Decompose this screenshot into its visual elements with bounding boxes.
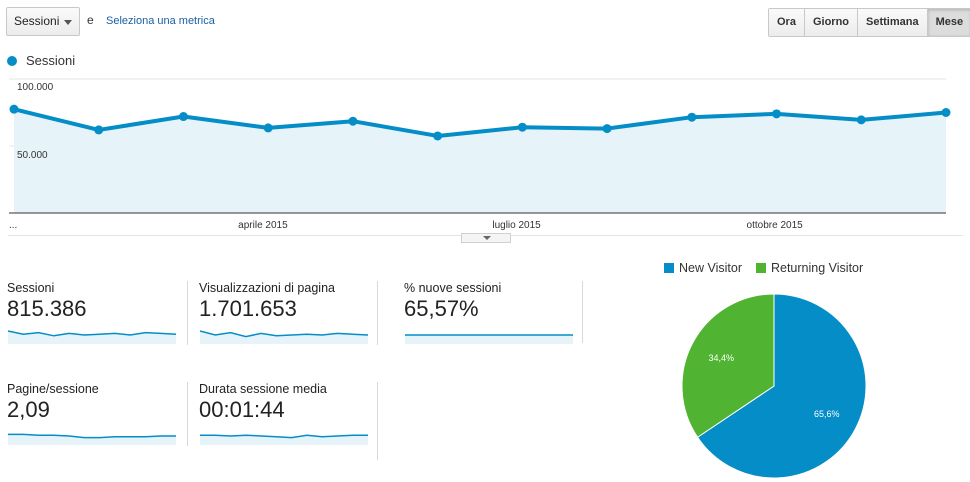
data-point[interactable]: [9, 104, 19, 114]
data-point[interactable]: [772, 109, 782, 119]
legend-swatch: [755, 263, 766, 273]
x-tick-label: ...: [9, 220, 17, 231]
data-point[interactable]: [348, 116, 358, 126]
y-tick-label-50000: 50.000: [17, 150, 48, 161]
data-point[interactable]: [602, 124, 612, 134]
sessions-line-chart: 100.000 50.000 ... aprile 2015 luglio 2015…: [9, 78, 951, 231]
sparkline-line: [8, 433, 176, 439]
period-button-giorno[interactable]: Giorno: [804, 9, 859, 36]
pie-slice-label: 65,6%: [814, 409, 840, 419]
legend-swatch: [664, 263, 674, 273]
x-tick-label: aprile 2015: [238, 220, 288, 231]
pie-legend-new[interactable]: New Visitor: [664, 261, 742, 275]
series-legend-dot: [7, 56, 17, 66]
sparkline-line: [200, 434, 368, 439]
scorecard-value: 65,57%: [404, 296, 479, 321]
period-button-mese[interactable]: Mese: [927, 9, 970, 36]
scorecard-value: 1.701.653: [199, 296, 297, 321]
data-point[interactable]: [94, 125, 104, 135]
visitor-pie-chart: 65,6% 34,4%: [681, 293, 867, 479]
scorecard-label: Visualizzazioni di pagina: [199, 281, 335, 295]
scorecard-durata-sessione[interactable]: Durata sessione media 00:01:44: [187, 382, 368, 446]
scorecard-label: Sessioni: [7, 281, 55, 295]
scorecard-nuove-sessioni[interactable]: % nuove sessioni 65,57%: [377, 281, 573, 345]
sparkline: [405, 334, 573, 344]
pie-slice-returning-visitor[interactable]: [681, 293, 775, 438]
collapse-chart-toggle[interactable]: [461, 233, 511, 243]
scorecard-label: Pagine/sessione: [7, 382, 99, 396]
sparkline-area: [405, 335, 573, 344]
data-point[interactable]: [687, 112, 697, 122]
sparkline: [8, 433, 176, 445]
chevron-down-icon: [64, 20, 72, 25]
pie-legend-returning[interactable]: Returning Visitor: [755, 261, 864, 275]
pie-legend: New Visitor Returning Visitor: [664, 261, 863, 275]
scorecard-value: 2,09: [7, 397, 50, 422]
sessions-line: [13, 107, 947, 138]
period-button-settimana[interactable]: Settimana: [858, 9, 928, 36]
x-tick-label: luglio 2015: [492, 220, 541, 231]
legend-label: New Visitor: [679, 261, 742, 275]
scorecard-label: % nuove sessioni: [404, 281, 502, 295]
sparkline: [7, 330, 177, 344]
scorecard-sessioni[interactable]: Sessioni 815.386: [7, 281, 185, 345]
metric-select-value: Sessioni: [14, 14, 60, 28]
period-button-ora[interactable]: Ora: [769, 9, 805, 36]
metric-select[interactable]: Sessioni: [6, 7, 80, 36]
chevron-down-icon: [483, 236, 491, 240]
scorecard-value: 00:01:44: [199, 397, 285, 422]
scorecard-pagine-sessione[interactable]: Pagine/sessione 2,09: [7, 382, 185, 446]
scorecard-label: Durata sessione media: [199, 382, 327, 396]
legend-label: Returning Visitor: [770, 261, 864, 275]
sparkline-area: [8, 331, 176, 344]
data-point[interactable]: [433, 131, 443, 141]
period-selector: Ora Giorno Settimana Mese: [768, 8, 970, 37]
sessions-area: [14, 109, 946, 213]
pie-slice-label: 34,4%: [708, 353, 734, 363]
data-point[interactable]: [941, 108, 951, 117]
sparkline-line: [7, 330, 177, 337]
data-point[interactable]: [178, 112, 188, 122]
sparkline-area: [200, 331, 368, 344]
sparkline: [199, 330, 369, 344]
sparkline: [200, 434, 368, 445]
data-point[interactable]: [856, 115, 866, 125]
select-metric-link[interactable]: Seleziona una metrica: [106, 15, 215, 27]
data-point[interactable]: [263, 123, 273, 133]
scorecard-value: 815.386: [7, 296, 87, 321]
pie-slice-new-visitor[interactable]: [696, 293, 867, 479]
scorecard-visualizzazioni[interactable]: Visualizzazioni di pagina 1.701.653: [187, 281, 369, 345]
sparkline-area: [200, 435, 368, 445]
scorecard-divider: [377, 382, 378, 460]
data-point[interactable]: [517, 122, 527, 132]
conjunction-label: e: [87, 13, 94, 27]
sparkline-line: [199, 330, 369, 338]
y-tick-label-100000: 100.000: [17, 82, 54, 93]
x-tick-label: ottobre 2015: [747, 220, 804, 231]
scorecard-divider: [582, 281, 583, 343]
series-legend-label: Sessioni: [26, 53, 76, 68]
